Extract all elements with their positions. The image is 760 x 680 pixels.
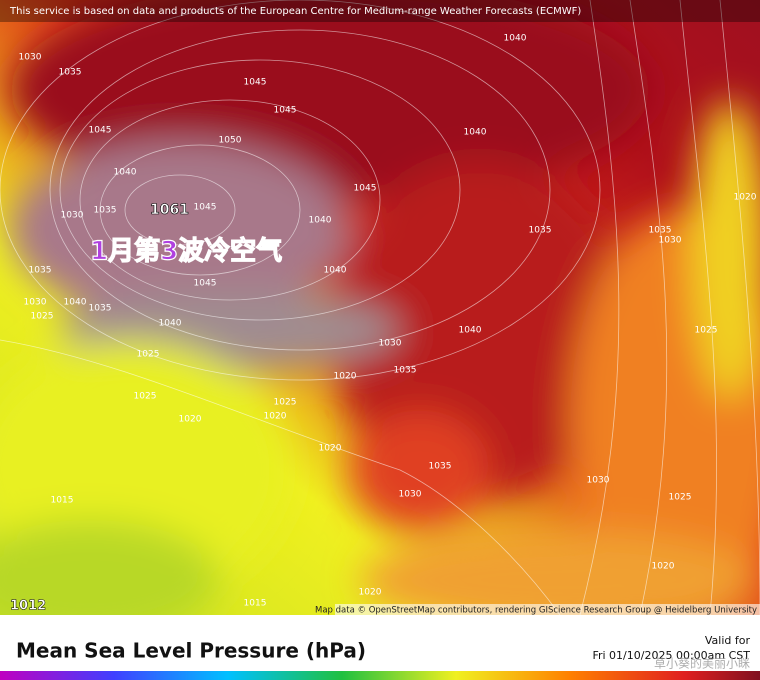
isobar-label: 1050 <box>219 136 242 146</box>
isobar-label: 1030 <box>19 53 42 63</box>
isobar-label: 1030 <box>24 298 47 308</box>
footer-title: Mean Sea Level Pressure (hPa) <box>16 639 366 663</box>
low-center: 1012 <box>10 599 46 614</box>
attribution-band <box>335 604 760 615</box>
isobar-label: 1020 <box>334 372 357 382</box>
isobar-label: 1045 <box>194 203 217 213</box>
valid-label: Valid for <box>705 634 751 647</box>
isobar-label: 1015 <box>51 496 74 506</box>
isobar-label: 1020 <box>264 412 287 422</box>
isobar-label: 1040 <box>309 216 332 226</box>
isobar-label: 1020 <box>734 193 757 203</box>
notice-band <box>0 0 760 22</box>
isobar-label: 1030 <box>659 236 682 246</box>
isobar-label: 1045 <box>274 106 297 116</box>
pressure-shading <box>0 0 760 640</box>
isobar-label: 1035 <box>89 304 112 314</box>
isobar-label: 1025 <box>134 392 157 402</box>
isobar-label: 1040 <box>464 128 487 138</box>
high-center: 1061 <box>150 202 189 218</box>
watermark: 草小葵的美丽小眯 <box>654 656 750 671</box>
isobar-label: 1025 <box>669 493 692 503</box>
annotation: 1月第3波冷空气 <box>90 236 282 267</box>
isobar-label: 1040 <box>114 168 137 178</box>
isobar-label: 1025 <box>31 312 54 322</box>
isobar-label: 1035 <box>94 206 117 216</box>
isobar-label: 1035 <box>649 226 672 236</box>
isobar-label: 1045 <box>194 279 217 289</box>
notice: This service is based on data and produc… <box>9 6 581 17</box>
isobar-label: 1040 <box>64 298 87 308</box>
attribution: Map data © OpenStreetMap contributors, r… <box>315 606 757 616</box>
isobar-label: 1020 <box>359 588 382 598</box>
isobars <box>0 0 760 615</box>
isobar-label: 1035 <box>529 226 552 236</box>
isobar-label: 1040 <box>159 319 182 329</box>
isobar-label: 1035 <box>29 266 52 276</box>
footer <box>0 615 760 680</box>
isobar-label: 1020 <box>179 415 202 425</box>
isobar-label: 1045 <box>89 126 112 136</box>
isobar-label: 1025 <box>695 326 718 336</box>
isobar-label: 1030 <box>587 476 610 486</box>
isobar-label: 1025 <box>137 350 160 360</box>
isobar-label: 1035 <box>394 366 417 376</box>
isobar-label: 1020 <box>319 444 342 454</box>
isobar-label: 1035 <box>429 462 452 472</box>
isobar-label: 1040 <box>324 266 347 276</box>
isobar-label: 1030 <box>61 211 84 221</box>
isobar-label: 1015 <box>244 599 267 609</box>
isobar-label: 1025 <box>274 398 297 408</box>
isobar-label: 1020 <box>652 562 675 572</box>
valid-time: Fri 01/10/2025 00:00am CST <box>592 649 750 662</box>
isobar-labels: 1030103510451040105010451045103510301045… <box>19 34 757 609</box>
isobar-label: 1040 <box>504 34 527 44</box>
color-scale <box>0 671 760 680</box>
isobar-label: 1045 <box>244 78 267 88</box>
isobar-label: 1030 <box>399 490 422 500</box>
isobar-label: 1045 <box>354 184 377 194</box>
isobar-label: 1035 <box>59 68 82 78</box>
isobar-label: 1040 <box>459 326 482 336</box>
isobar-label: 1030 <box>379 339 402 349</box>
